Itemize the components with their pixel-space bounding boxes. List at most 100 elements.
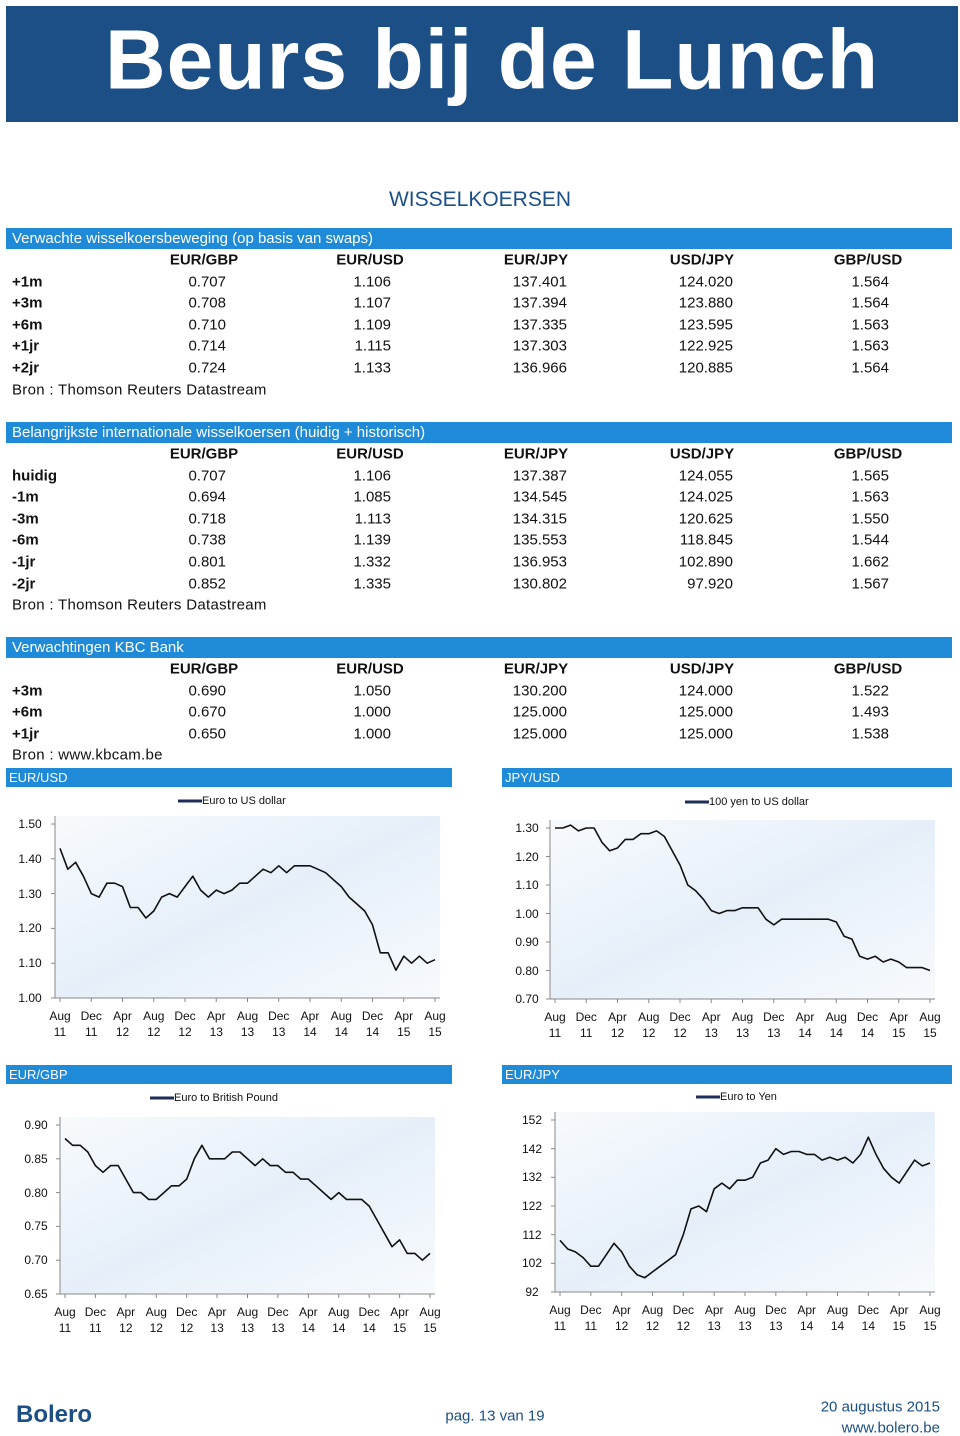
table-cell: 1.544 [851,531,889,549]
y-tick-label: 0.75 [24,1219,48,1234]
table-cell: 0.714 [188,337,226,355]
x-tick-label: Apr 12 [612,1303,631,1333]
chart-title-bar: EUR/JPY [502,1065,952,1084]
table-cell: 1.538 [851,725,889,743]
x-tick-label: Aug 14 [826,1303,849,1333]
table-cell: 125.000 [678,703,733,721]
y-tick-label: 1.30 [515,821,539,835]
x-tick-label: Dec 12 [174,1009,196,1039]
x-tick-label: Aug 11 [49,1009,71,1039]
table-cell: 120.885 [678,359,733,377]
table-cell: 1.563 [851,316,889,334]
series-line [559,1136,931,1279]
column-header: EUR/JPY [503,251,569,269]
y-tick-label: 152 [521,1113,543,1127]
x-tick-label: Aug 14 [330,1009,352,1039]
table-title-bar: Verwachte wisselkoersbeweging (op basis … [6,228,952,249]
y-tick-label: 0.90 [515,935,539,949]
x-tick-label: Apr 15 [889,1010,909,1040]
row-label: +1m [12,273,43,291]
x-tick-label: Apr 15 [390,1305,409,1335]
row-label: +1jr [12,337,40,355]
legend-label: Euro to US dollar [202,795,286,807]
table-cell: 0.690 [188,682,226,700]
row-label: +6m [12,316,43,334]
x-tick-label: Aug 15 [419,1305,441,1335]
table-cell: 137.303 [512,337,567,355]
plot-background [555,1112,935,1292]
x-tick-label: Apr 13 [206,1009,226,1039]
x-tick-label: Apr 14 [797,1303,816,1333]
column-header: USD/JPY [669,251,735,269]
table-cell: 124.000 [678,682,733,700]
y-tick-label: 1.10 [18,956,42,971]
table-cell: 1.115 [354,337,391,355]
table-cell: 125.000 [512,703,567,721]
footer-logo: Bolero [16,1401,93,1428]
series-line [64,1137,431,1261]
table-cell: 136.953 [512,553,567,571]
table-cell: 1.564 [851,359,889,377]
x-tick-label: Dec 12 [672,1303,694,1333]
y-tick-label: 1.00 [18,991,42,1005]
column-header: EUR/JPY [503,660,569,678]
y-tick-label: 0.70 [24,1253,48,1268]
table-cell: 137.335 [512,316,567,334]
table-cell: 1.107 [353,294,391,312]
table-cell: 1.109 [353,316,391,334]
banner-title: Beurs bij de Lunch [104,12,880,107]
x-tick-label: Dec 13 [765,1303,787,1333]
row-label: +2jr [12,359,40,377]
x-tick-label: Aug 15 [919,1010,941,1040]
y-tick-label: 1.20 [18,921,42,936]
x-tick-label: Aug 12 [145,1305,167,1335]
x-tick-label: Aug 15 [424,1009,446,1039]
table-cell: 1.522 [851,682,889,700]
plot-background [550,820,935,999]
row-label: -2jr [12,575,36,593]
y-tick-label: 1.10 [515,878,539,892]
row-label: huidig [12,467,57,485]
row-label: +6m [12,703,43,721]
column-header: GBP/USD [833,445,903,463]
table-cell: 122.925 [678,337,733,355]
table-cell: 0.694 [188,488,226,506]
row-label: -1jr [12,553,36,571]
column-header: GBP/USD [833,660,903,678]
x-tick-label: Apr 15 [394,1009,414,1039]
table-cell: 124.055 [678,467,733,485]
table-cell: 134.315 [512,510,567,528]
table-cell: 1.493 [851,703,889,721]
table-cell: 0.738 [188,531,226,549]
table-cell: 1.085 [353,488,391,506]
column-header: EUR/GBP [169,660,239,678]
x-tick-label: Aug 13 [236,1009,259,1039]
table-cell: 1.133 [353,359,391,377]
x-tick-label: Dec 11 [580,1303,602,1333]
y-tick-label: 1.00 [515,906,539,921]
x-tick-label: Dec 11 [575,1010,597,1040]
x-tick-label: Dec 12 [669,1010,691,1040]
table-cell: 1.564 [851,294,889,312]
table-cell: 0.852 [188,575,226,593]
table-cell: 1.564 [851,273,889,291]
y-tick-label: 1.30 [18,886,42,901]
legend-label: 100 yen to US dollar [709,796,809,808]
table-title-bar: Belangrijkste internationale wisselkoers… [6,422,952,443]
table-cell: 130.802 [512,575,567,593]
y-tick-label: 0.85 [24,1151,48,1166]
table-cell: 123.880 [678,294,733,312]
x-tick-label: Dec 11 [84,1305,107,1335]
x-tick-label: Apr 15 [889,1303,909,1333]
chart-title-bar: EUR/USD [6,768,452,787]
row-label: -6m [12,531,39,549]
x-tick-label: Dec 13 [267,1305,289,1335]
table-cell: 0.670 [188,703,226,721]
x-tick-label: Aug 13 [734,1303,756,1333]
y-tick-label: 102 [521,1256,543,1271]
y-tick-label: 142 [521,1141,543,1156]
table-cell: 97.920 [687,575,733,593]
x-tick-label: Dec 11 [80,1009,102,1039]
footer-url[interactable]: www.bolero.be [841,1419,940,1436]
y-tick-label: 1.20 [515,849,539,864]
